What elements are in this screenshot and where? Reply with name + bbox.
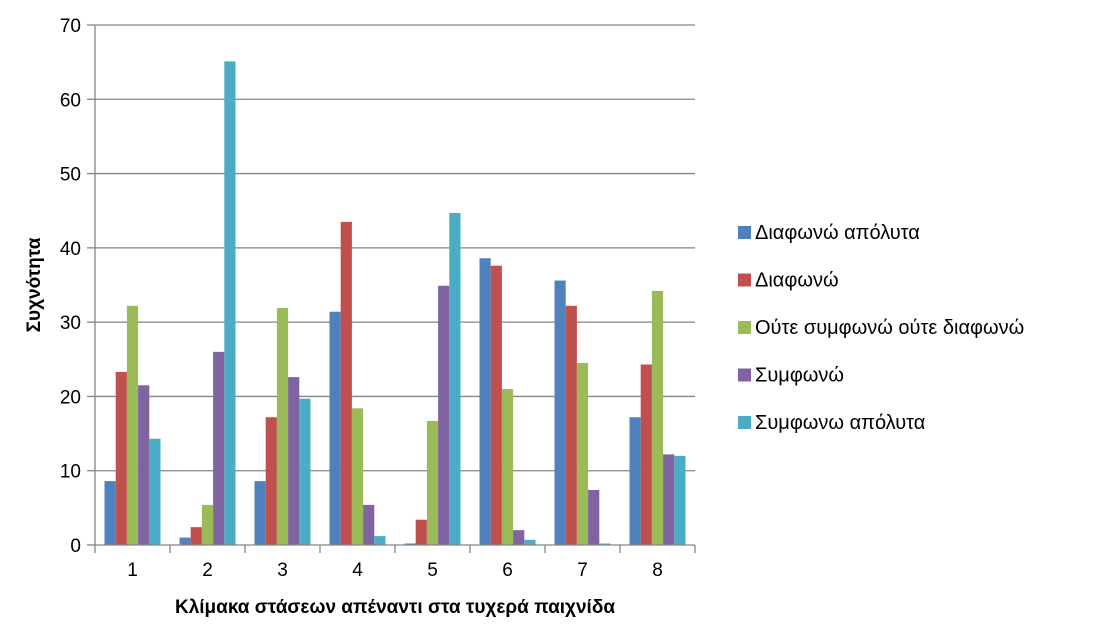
legend-swatch [738, 226, 751, 239]
x-tick-label: 3 [277, 560, 288, 581]
bar [588, 490, 600, 545]
bar [179, 537, 191, 545]
y-tick-label: 0 [70, 536, 81, 557]
bar [674, 455, 686, 545]
legend-label: Ούτε συμφωνώ ούτε διαφωνώ [755, 317, 1024, 339]
bar [438, 285, 450, 545]
bar [138, 385, 150, 545]
y-tick-label: 50 [60, 165, 81, 186]
bar [565, 305, 577, 545]
legend-label: Συμφωνω απόλυτα [755, 412, 925, 434]
bar [254, 481, 266, 545]
bar [374, 536, 386, 545]
y-tick-labels: 0 10 20 30 40 50 60 70 [60, 16, 81, 557]
legend-label: Συμφωνώ [755, 365, 844, 387]
bar [299, 398, 311, 545]
bar [449, 212, 461, 545]
bar [501, 389, 514, 545]
bar [640, 364, 652, 545]
bar [490, 265, 502, 545]
x-tick-labels: 1 2 3 4 5 6 7 8 [127, 560, 663, 581]
bar [629, 417, 641, 545]
bar [213, 351, 225, 545]
bar [554, 280, 566, 545]
bar [126, 305, 139, 545]
x-tick-label: 1 [127, 560, 138, 581]
y-tick-label: 40 [60, 239, 81, 260]
bars [104, 61, 686, 546]
bar [351, 408, 364, 545]
bar [651, 290, 664, 545]
x-tick-label: 7 [577, 560, 588, 581]
bar [190, 527, 202, 545]
x-tick-label: 5 [427, 560, 438, 581]
y-tick-label: 10 [60, 462, 81, 483]
bar [513, 530, 525, 545]
bar [415, 519, 427, 545]
bar [149, 438, 161, 545]
bar [329, 311, 341, 545]
y-axis-title: Συχνότητα [24, 237, 45, 332]
y-tick-label: 30 [60, 313, 81, 334]
bar [224, 61, 236, 546]
bar [276, 308, 289, 545]
x-tick-label: 4 [352, 560, 363, 581]
x-tick-label: 2 [202, 560, 213, 581]
axes [94, 25, 695, 546]
bar [288, 377, 300, 545]
legend-swatch [738, 321, 751, 334]
legend-swatch [738, 368, 751, 382]
bar [115, 371, 127, 545]
y-tick-label: 60 [60, 90, 81, 111]
bar [404, 543, 416, 545]
bar [576, 363, 589, 545]
bar [265, 417, 277, 545]
x-axis-title: Κλίμακα στάσεων απέναντι στα τυχερά παιχ… [175, 597, 615, 618]
y-tick-label: 20 [60, 387, 81, 408]
bar [426, 420, 439, 545]
x-tick-label: 8 [652, 560, 663, 581]
bar [599, 543, 611, 545]
legend-swatch [738, 273, 751, 287]
legend-label: Διαφωνώ απόλυτα [755, 222, 920, 244]
gridlines [87, 24, 696, 553]
bar [340, 221, 352, 545]
bar [663, 454, 675, 545]
bar [201, 504, 214, 545]
legend: Διαφωνώ απόλυτα Διαφωνώ Ούτε συμφωνώ ούτε … [738, 222, 1024, 434]
y-tick-label: 70 [60, 16, 81, 37]
legend-swatch [738, 416, 751, 429]
bar [524, 539, 536, 545]
legend-label: Διαφωνώ [755, 270, 839, 292]
bar [479, 258, 491, 545]
bar [363, 504, 375, 545]
x-tick-label: 6 [502, 560, 513, 581]
bar [104, 481, 116, 545]
